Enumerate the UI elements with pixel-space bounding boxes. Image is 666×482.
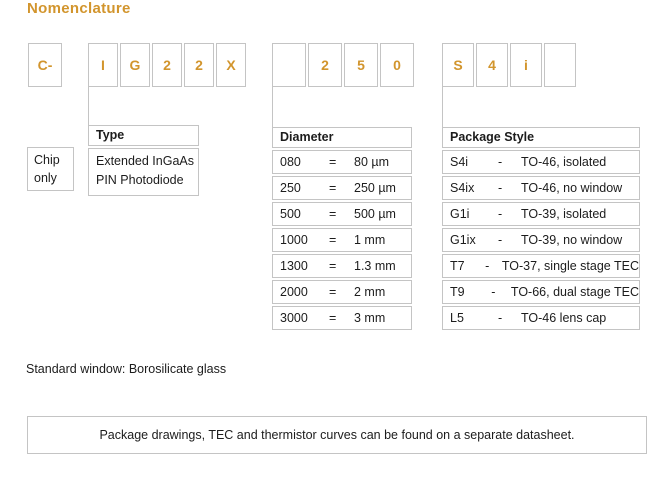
chip-only-label-line1: Chip xyxy=(34,153,60,167)
table-row: 500 = 500 µm xyxy=(272,202,412,226)
package-code: L5 xyxy=(450,311,464,325)
equals-sign: = xyxy=(329,259,337,273)
table-row: 3000 = 3 mm xyxy=(272,306,412,330)
equals-sign: = xyxy=(329,311,337,325)
package-code: S4i xyxy=(450,155,469,169)
part-group-diameter: 2 5 0 xyxy=(272,43,414,87)
diameter-code: 250 xyxy=(280,181,301,195)
part-code-cell xyxy=(272,43,306,87)
table-row: 080 = 80 µm xyxy=(272,150,412,174)
part-code-cell: 0 xyxy=(380,43,414,87)
diameter-code: 080 xyxy=(280,155,301,169)
standard-window-note: Standard window: Borosilicate glass xyxy=(26,362,227,376)
package-code: S4ix xyxy=(450,181,475,195)
diameter-value: 2 mm xyxy=(354,285,386,299)
footer-note-box: Package drawings, TEC and thermistor cur… xyxy=(27,416,647,454)
diameter-value: 3 mm xyxy=(354,311,386,325)
type-value-line1: Extended InGaAs xyxy=(96,154,194,168)
part-code-cell: 4 xyxy=(476,43,508,87)
package-description: TO-39, no window xyxy=(521,233,623,247)
diameter-code: 1300 xyxy=(280,259,308,273)
part-code-cell: i xyxy=(510,43,542,87)
part-code-cell: 2 xyxy=(308,43,342,87)
equals-sign: = xyxy=(329,207,337,221)
table-row: 2000 = 2 mm xyxy=(272,280,412,304)
part-code-cell xyxy=(544,43,576,87)
package-table-header: Package Style xyxy=(442,127,640,148)
type-table-header: Type xyxy=(88,125,199,146)
package-description: TO-46, isolated xyxy=(521,155,607,169)
package-description: TO-46, no window xyxy=(521,181,623,195)
page-title: Nomenclature xyxy=(27,0,131,17)
part-code-cell: X xyxy=(216,43,246,87)
type-value-line2: PIN Photodiode xyxy=(96,173,184,188)
dash-separator: - xyxy=(498,311,503,325)
table-row: 1000 = 1 mm xyxy=(272,228,412,252)
chip-only-box: Chip only xyxy=(27,147,74,191)
part-code-cell: G xyxy=(120,43,150,87)
package-code: G1i xyxy=(450,207,470,221)
table-row: T7 - TO-37, single stage TEC xyxy=(442,254,640,278)
table-row: 1300 = 1.3 mm xyxy=(272,254,412,278)
diameter-table: Diameter 080 = 80 µm 250 = 250 µm 500 = … xyxy=(272,127,412,330)
diameter-code: 1000 xyxy=(280,233,308,247)
dash-separator: - xyxy=(498,181,503,195)
chip-only-label-line2: only xyxy=(34,171,57,186)
table-row: 250 = 250 µm xyxy=(272,176,412,200)
diameter-code: 2000 xyxy=(280,285,308,299)
diameter-value: 1.3 mm xyxy=(354,259,396,273)
package-style-table: Package Style S4i - TO-46, isolated S4ix… xyxy=(442,127,640,330)
part-code-cell: I xyxy=(88,43,118,87)
diameter-value: 250 µm xyxy=(354,181,396,195)
part-group-type: I G 2 2 X xyxy=(88,43,246,87)
package-description: TO-37, single stage TEC xyxy=(501,259,639,273)
table-row: G1i - TO-39, isolated xyxy=(442,202,640,226)
equals-sign: = xyxy=(329,181,337,195)
part-code-cell: S xyxy=(442,43,474,87)
package-code: T7 xyxy=(450,259,465,273)
part-code-cell: 2 xyxy=(184,43,214,87)
dash-separator: - xyxy=(491,285,496,299)
table-row: S4i - TO-46, isolated xyxy=(442,150,640,174)
type-table: Type Extended InGaAs PIN Photodiode xyxy=(88,125,199,196)
table-row: G1ix - TO-39, no window xyxy=(442,228,640,252)
package-description: TO-39, isolated xyxy=(521,207,607,221)
dash-separator: - xyxy=(498,233,503,247)
diameter-value: 80 µm xyxy=(354,155,389,169)
equals-sign: = xyxy=(329,285,337,299)
package-code: T9 xyxy=(450,285,465,299)
package-description: TO-66, dual stage TEC xyxy=(510,285,639,299)
diameter-table-header: Diameter xyxy=(272,127,412,148)
dash-separator: - xyxy=(498,207,503,221)
part-group-package: S 4 i xyxy=(442,43,576,87)
dash-separator: - xyxy=(485,259,490,273)
diameter-value: 1 mm xyxy=(354,233,386,247)
connector-line-diameter xyxy=(272,87,273,127)
part-code-cell: 5 xyxy=(344,43,378,87)
diameter-value: 500 µm xyxy=(354,207,396,221)
equals-sign: = xyxy=(329,155,337,169)
table-row: L5 - TO-46 lens cap xyxy=(442,306,640,330)
part-prefix-cell: C- xyxy=(28,43,62,87)
type-table-value: Extended InGaAs PIN Photodiode xyxy=(88,148,199,196)
package-code: G1ix xyxy=(450,233,476,247)
footer-note: Package drawings, TEC and thermistor cur… xyxy=(99,428,575,442)
part-code-cell: 2 xyxy=(152,43,182,87)
equals-sign: = xyxy=(329,233,337,247)
diameter-code: 500 xyxy=(280,207,301,221)
package-description: TO-46 lens cap xyxy=(521,311,607,325)
diameter-code: 3000 xyxy=(280,311,308,325)
table-row: S4ix - TO-46, no window xyxy=(442,176,640,200)
connector-line-type xyxy=(88,87,89,125)
dash-separator: - xyxy=(498,155,503,169)
table-row: T9 - TO-66, dual stage TEC xyxy=(442,280,640,304)
connector-line-package xyxy=(442,87,443,127)
